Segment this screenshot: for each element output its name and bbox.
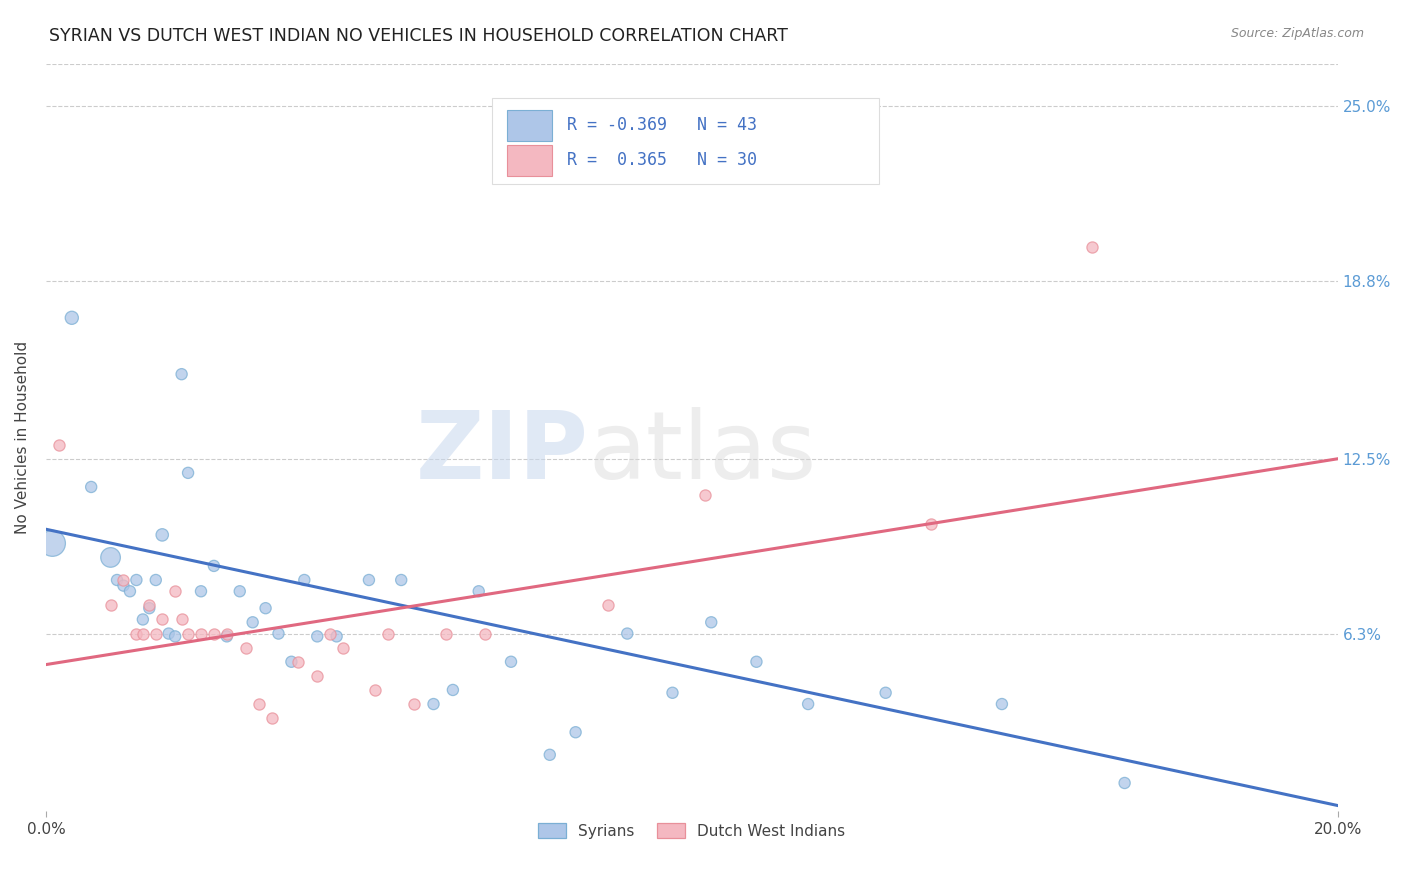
Point bbox=[170, 367, 193, 381]
Point bbox=[920, 516, 942, 531]
Point bbox=[1081, 240, 1104, 254]
Text: R =  0.365   N = 30: R = 0.365 N = 30 bbox=[567, 151, 756, 169]
Point bbox=[190, 584, 212, 599]
Text: R = -0.369   N = 43: R = -0.369 N = 43 bbox=[567, 116, 756, 134]
Point bbox=[700, 615, 723, 630]
FancyBboxPatch shape bbox=[492, 98, 879, 184]
Point bbox=[377, 626, 399, 640]
Point bbox=[215, 629, 238, 643]
Point bbox=[150, 612, 173, 626]
Point bbox=[125, 573, 148, 587]
Point bbox=[202, 558, 225, 573]
Point bbox=[661, 686, 683, 700]
Point bbox=[260, 711, 283, 725]
Point bbox=[441, 682, 464, 697]
Point bbox=[235, 640, 257, 655]
Point bbox=[125, 626, 148, 640]
Point bbox=[797, 697, 820, 711]
Point bbox=[170, 612, 193, 626]
Point bbox=[138, 601, 160, 615]
Legend: Syrians, Dutch West Indians: Syrians, Dutch West Indians bbox=[533, 817, 852, 845]
Point bbox=[157, 626, 180, 640]
Point bbox=[80, 480, 103, 494]
Point bbox=[177, 466, 200, 480]
Point bbox=[132, 612, 155, 626]
Point bbox=[436, 626, 458, 640]
Point bbox=[287, 655, 309, 669]
Point bbox=[247, 697, 270, 711]
Point bbox=[319, 626, 342, 640]
Point bbox=[467, 584, 489, 599]
Point bbox=[165, 629, 187, 643]
Point bbox=[242, 615, 264, 630]
Point bbox=[165, 584, 187, 599]
FancyBboxPatch shape bbox=[508, 110, 553, 141]
Point bbox=[112, 579, 135, 593]
Point bbox=[364, 682, 387, 697]
Point bbox=[132, 626, 155, 640]
Point bbox=[875, 686, 897, 700]
Point bbox=[474, 626, 496, 640]
Point bbox=[41, 536, 63, 550]
Point bbox=[145, 573, 167, 587]
Point bbox=[150, 528, 173, 542]
Point bbox=[307, 629, 329, 643]
Point bbox=[215, 626, 238, 640]
Point bbox=[48, 438, 70, 452]
FancyBboxPatch shape bbox=[508, 145, 553, 176]
Y-axis label: No Vehicles in Household: No Vehicles in Household bbox=[15, 341, 30, 534]
Point bbox=[177, 626, 200, 640]
Text: SYRIAN VS DUTCH WEST INDIAN NO VEHICLES IN HOUSEHOLD CORRELATION CHART: SYRIAN VS DUTCH WEST INDIAN NO VEHICLES … bbox=[49, 27, 789, 45]
Point bbox=[190, 626, 212, 640]
Point bbox=[404, 697, 426, 711]
Point bbox=[280, 655, 302, 669]
Point bbox=[357, 573, 380, 587]
Point bbox=[693, 488, 716, 502]
Point bbox=[538, 747, 561, 762]
Point bbox=[100, 599, 122, 613]
Point bbox=[138, 599, 160, 613]
Point bbox=[100, 550, 122, 565]
Point bbox=[267, 626, 290, 640]
Point bbox=[499, 655, 522, 669]
Text: atlas: atlas bbox=[589, 407, 817, 499]
Point bbox=[389, 573, 412, 587]
Point bbox=[60, 310, 83, 325]
Point bbox=[112, 573, 135, 587]
Point bbox=[105, 573, 128, 587]
Point bbox=[991, 697, 1014, 711]
Point bbox=[596, 599, 619, 613]
Point bbox=[332, 640, 354, 655]
Point bbox=[1114, 776, 1136, 790]
Point bbox=[422, 697, 444, 711]
Point bbox=[254, 601, 277, 615]
Point bbox=[325, 629, 347, 643]
Point bbox=[118, 584, 141, 599]
Point bbox=[229, 584, 252, 599]
Point bbox=[145, 626, 167, 640]
Point bbox=[745, 655, 768, 669]
Point bbox=[307, 669, 329, 683]
Point bbox=[616, 626, 638, 640]
Text: Source: ZipAtlas.com: Source: ZipAtlas.com bbox=[1230, 27, 1364, 40]
Point bbox=[292, 573, 315, 587]
Text: ZIP: ZIP bbox=[416, 407, 589, 499]
Point bbox=[564, 725, 586, 739]
Point bbox=[202, 626, 225, 640]
